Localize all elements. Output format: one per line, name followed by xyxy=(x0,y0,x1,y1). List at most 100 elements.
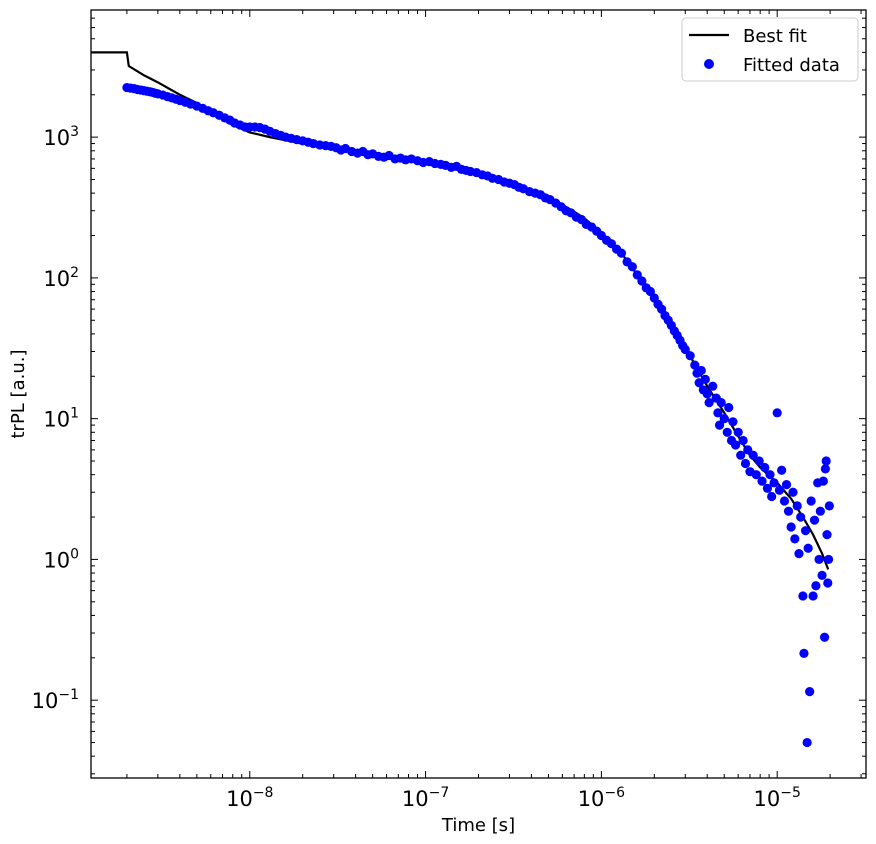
x-tick-label: 10−5 xyxy=(754,785,801,811)
data-point xyxy=(722,427,732,437)
axis-ticks xyxy=(91,9,866,778)
data-point xyxy=(819,632,830,642)
y-tick-label-base: 10 xyxy=(43,126,70,150)
data-point xyxy=(779,496,790,506)
data-point xyxy=(637,276,647,286)
data-point xyxy=(704,398,714,408)
data-point xyxy=(774,485,785,495)
x-tick-label-exp: −6 xyxy=(604,785,625,801)
y-tick-label-base: 10 xyxy=(43,267,70,291)
x-tick-label-base: 10 xyxy=(402,787,429,811)
data-point xyxy=(790,534,800,544)
x-tick-label: 10−6 xyxy=(578,785,625,811)
data-point xyxy=(713,408,723,418)
data-point xyxy=(792,501,802,511)
x-tick-label-exp: −5 xyxy=(780,785,801,801)
data-point xyxy=(708,381,718,391)
data-point xyxy=(803,543,813,553)
x-axis-title: Time [s] xyxy=(441,815,515,836)
data-point xyxy=(806,496,816,506)
x-tick-label-base: 10 xyxy=(226,787,253,811)
legend-label: Fitted data xyxy=(743,55,840,76)
data-point xyxy=(796,512,806,522)
data-point xyxy=(772,408,782,418)
x-tick-label-exp: −8 xyxy=(253,785,274,801)
data-point xyxy=(783,506,794,516)
data-point xyxy=(799,648,809,658)
y-tick-label-exp: 1 xyxy=(70,406,79,422)
y-tick-label: 100 xyxy=(43,546,79,572)
data-point xyxy=(702,389,712,399)
data-point xyxy=(824,501,834,511)
y-axis-title: trPL [a.u.] xyxy=(8,350,29,439)
y-tick-label-exp: 3 xyxy=(70,124,79,140)
plot-area xyxy=(90,9,867,779)
x-tick-label-base: 10 xyxy=(578,787,605,811)
y-tick-label-base: 10 xyxy=(43,408,70,432)
data-point xyxy=(815,506,825,516)
x-tick-label-base: 10 xyxy=(754,787,781,811)
y-tick-label-base: 10 xyxy=(32,689,59,713)
data-point xyxy=(820,464,830,474)
data-point xyxy=(786,522,796,532)
data-point xyxy=(700,374,710,385)
data-point xyxy=(690,360,700,370)
data-point xyxy=(728,417,738,427)
data-point xyxy=(757,476,767,486)
data-point xyxy=(818,476,828,486)
data-point xyxy=(762,483,773,493)
data-point xyxy=(760,462,770,473)
data-point xyxy=(731,440,741,450)
data-point xyxy=(748,450,758,460)
data-point xyxy=(738,435,748,446)
data-point xyxy=(800,526,811,536)
legend-label: Best fit xyxy=(743,26,807,47)
data-point xyxy=(817,570,827,580)
y-tick-label-base: 10 xyxy=(43,548,70,572)
data-point xyxy=(805,687,815,697)
data-point xyxy=(821,456,831,466)
data-point xyxy=(777,465,787,475)
data-point xyxy=(627,262,637,272)
data-point xyxy=(808,591,818,601)
data-point xyxy=(754,456,764,466)
data-point xyxy=(716,398,726,408)
legend: Best fit Fitted data xyxy=(681,17,859,82)
data-point xyxy=(809,515,820,525)
y-tick-label: 10−1 xyxy=(32,687,79,713)
x-tick-label: 10−7 xyxy=(402,785,449,811)
legend-box xyxy=(681,17,859,82)
series-layer xyxy=(91,51,834,748)
y-tick-label: 103 xyxy=(43,124,79,150)
data-point xyxy=(811,581,821,591)
data-point xyxy=(781,480,792,490)
plot-frame xyxy=(90,9,867,779)
data-point xyxy=(767,491,777,502)
data-point xyxy=(814,554,824,565)
y-tick-label-exp: −1 xyxy=(58,687,79,703)
data-point xyxy=(616,248,627,258)
data-point xyxy=(714,420,725,430)
x-tick-label-exp: −7 xyxy=(429,785,450,801)
data-point xyxy=(696,365,706,376)
data-point xyxy=(685,351,695,361)
data-point xyxy=(724,402,734,413)
data-point xyxy=(733,427,743,437)
data-point xyxy=(822,530,832,540)
data-point xyxy=(719,414,729,424)
y-tick-label-exp: 0 xyxy=(70,546,79,562)
data-point xyxy=(798,591,808,601)
y-tick-label: 102 xyxy=(43,265,79,291)
y-tick-label: 101 xyxy=(43,406,79,432)
data-point xyxy=(740,458,751,469)
legend-swatch-marker xyxy=(704,59,714,69)
y-tick-label-exp: 2 xyxy=(70,265,79,281)
best-fit-line xyxy=(91,51,830,570)
x-tick-label: 10−8 xyxy=(226,785,273,811)
data-point xyxy=(751,470,761,480)
data-point xyxy=(802,737,812,748)
data-point xyxy=(680,344,690,355)
data-point xyxy=(794,548,804,559)
